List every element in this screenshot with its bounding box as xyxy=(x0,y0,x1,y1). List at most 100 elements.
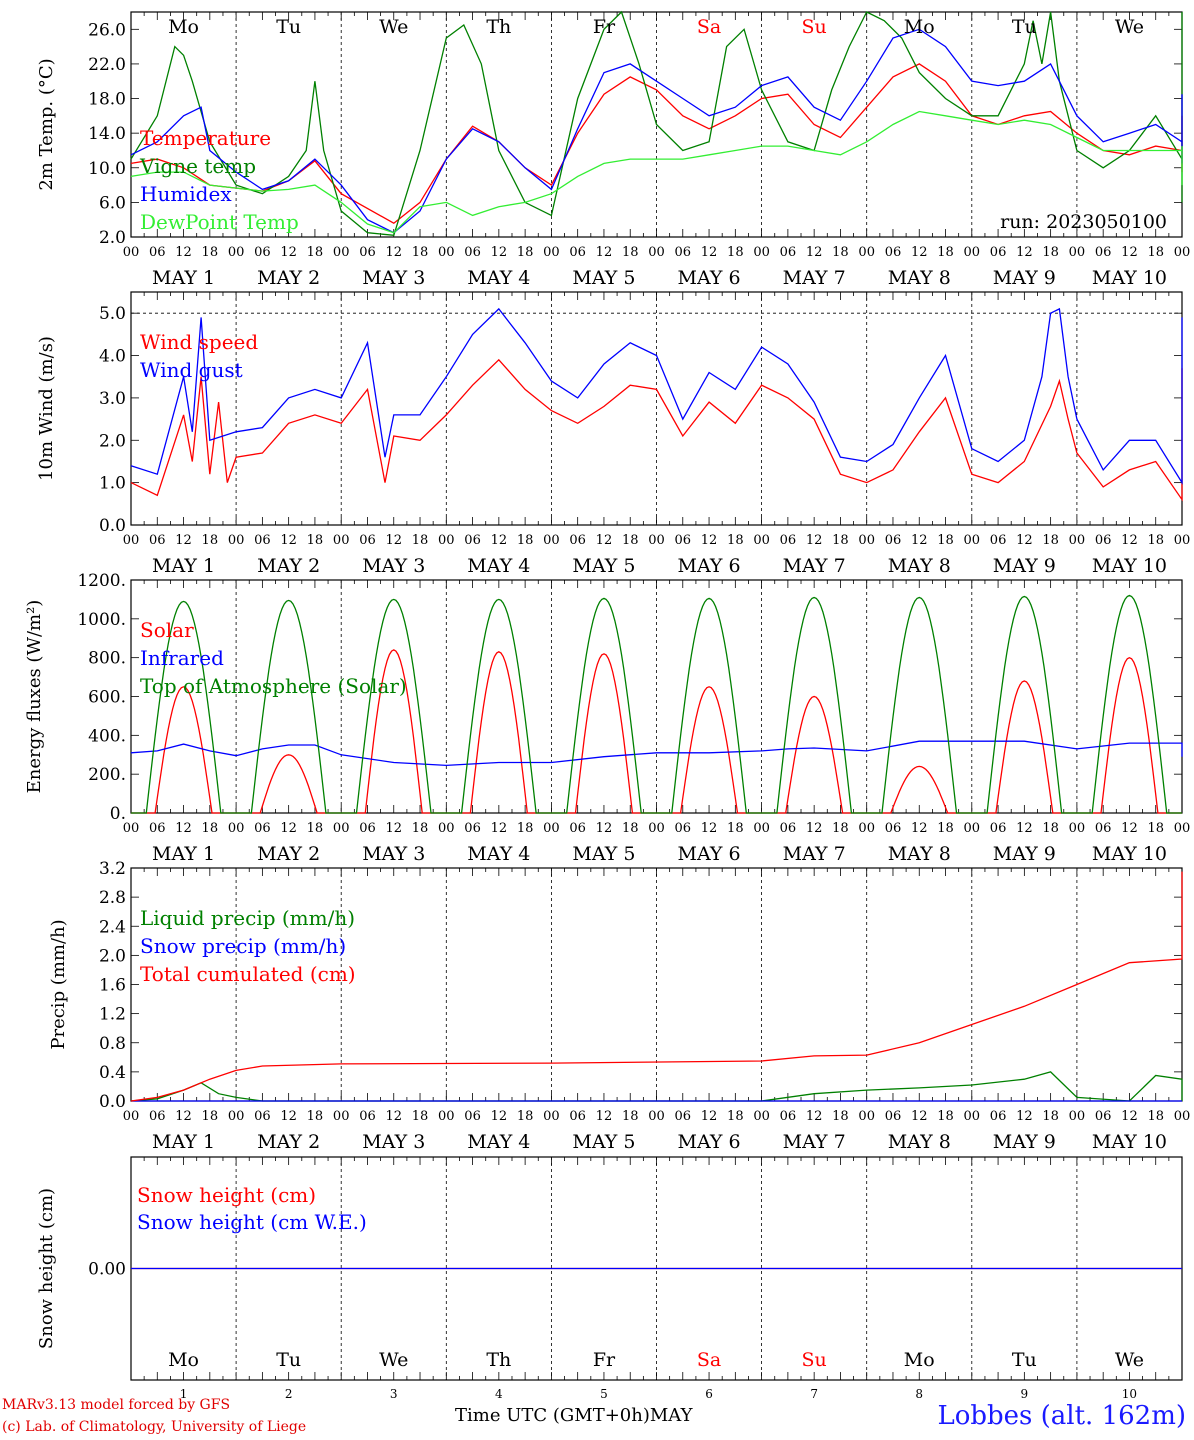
date-label: MAY 3 xyxy=(362,555,425,577)
hour-tick-label: 12 xyxy=(596,533,613,548)
hour-tick-label: 06 xyxy=(464,245,481,260)
day-name: We xyxy=(379,1349,408,1371)
hour-tick-label: 06 xyxy=(1095,821,1112,836)
day-name: Mo xyxy=(168,16,199,38)
hour-tick-label: 12 xyxy=(701,821,718,836)
y-tick-label: 2.4 xyxy=(99,917,126,937)
hour-tick-label: 18 xyxy=(937,1109,954,1124)
day-number: 4 xyxy=(495,1387,503,1401)
series-line xyxy=(131,594,1182,814)
hour-tick-label: 18 xyxy=(727,533,744,548)
hour-tick-label: 18 xyxy=(622,245,639,260)
date-label: MAY 9 xyxy=(993,843,1056,865)
hour-tick-label: 06 xyxy=(359,821,376,836)
day-name: Su xyxy=(802,1349,827,1371)
series-line xyxy=(130,871,1183,1102)
hour-tick-label: 18 xyxy=(622,533,639,548)
legend-entry: Wind gust xyxy=(140,358,243,382)
hour-tick-label: 12 xyxy=(701,1109,718,1124)
y-tick-label: 0.0 xyxy=(99,516,126,536)
date-label: MAY 7 xyxy=(783,1131,846,1153)
hour-tick-label: 12 xyxy=(1121,821,1138,836)
date-label: MAY 8 xyxy=(888,555,951,577)
day-name: Th xyxy=(486,1349,511,1371)
hour-tick-label: 18 xyxy=(202,821,219,836)
hour-tick-label: 18 xyxy=(1147,533,1164,548)
hour-tick-label: 00 xyxy=(648,533,665,548)
y-axis-label: Energy fluxes (W/m²) xyxy=(24,600,45,794)
y-tick-label: 1.6 xyxy=(99,976,126,996)
hour-tick-label: 18 xyxy=(622,821,639,836)
date-label: MAY 8 xyxy=(888,267,951,289)
hour-tick-label: 06 xyxy=(1095,533,1112,548)
hour-tick-label: 00 xyxy=(1069,245,1086,260)
hour-tick-label: 18 xyxy=(517,245,534,260)
hour-tick-label: 00 xyxy=(228,821,245,836)
legend-entry: DewPoint Temp xyxy=(140,210,299,234)
hour-tick-label: 12 xyxy=(806,821,823,836)
hour-tick-label: 00 xyxy=(753,245,770,260)
station-label: Lobbes (alt. 162m) xyxy=(937,1401,1186,1431)
y-axis-label: Precip (mm/h) xyxy=(48,919,69,1049)
hour-tick-label: 12 xyxy=(806,245,823,260)
hour-tick-label: 12 xyxy=(806,533,823,548)
hour-tick-label: 18 xyxy=(937,245,954,260)
hour-tick-label: 12 xyxy=(596,821,613,836)
hour-tick-label: 12 xyxy=(175,821,192,836)
y-tick-label: 3.0 xyxy=(99,389,126,409)
date-label: MAY 10 xyxy=(1092,267,1167,289)
hour-tick-label: 06 xyxy=(675,245,692,260)
hour-tick-label: 00 xyxy=(123,821,140,836)
hour-tick-label: 12 xyxy=(280,533,297,548)
series-line xyxy=(130,10,1183,236)
legend-entry: Snow height (cm W.E.) xyxy=(137,1210,367,1234)
hour-tick-label: 18 xyxy=(412,821,429,836)
legend-entry: Snow height (cm) xyxy=(137,1183,316,1207)
hour-tick-label: 12 xyxy=(491,245,508,260)
hour-tick-label: 06 xyxy=(464,1109,481,1124)
legend-entry: Liquid precip (mm/h) xyxy=(140,906,355,930)
hour-tick-label: 18 xyxy=(727,245,744,260)
hour-tick-label: 00 xyxy=(438,245,455,260)
day-number: 10 xyxy=(1122,1387,1137,1401)
hour-tick-label: 00 xyxy=(1174,245,1191,260)
date-label: MAY 10 xyxy=(1092,555,1167,577)
hour-tick-label: 00 xyxy=(1069,821,1086,836)
hour-tick-label: 00 xyxy=(858,533,875,548)
legend-entry: Wind speed xyxy=(140,330,258,354)
legend-entry: Infrared xyxy=(140,646,224,670)
y-tick-label: 0.8 xyxy=(99,1034,126,1054)
date-label: MAY 10 xyxy=(1092,843,1167,865)
day-number: 6 xyxy=(705,1387,713,1401)
hour-tick-label: 06 xyxy=(675,821,692,836)
day-number: 9 xyxy=(1021,1387,1029,1401)
date-label: MAY 6 xyxy=(678,267,741,289)
panel-3 xyxy=(130,579,1183,814)
hour-tick-label: 18 xyxy=(937,533,954,548)
hour-tick-label: 18 xyxy=(727,821,744,836)
hour-tick-label: 18 xyxy=(307,821,324,836)
hour-tick-label: 12 xyxy=(491,1109,508,1124)
date-label: MAY 6 xyxy=(678,843,741,865)
hour-tick-label: 00 xyxy=(123,533,140,548)
hour-tick-label: 06 xyxy=(464,533,481,548)
y-tick-label: 18.0 xyxy=(88,90,126,110)
hour-tick-label: 18 xyxy=(832,533,849,548)
y-axis-label: Snow height (cm) xyxy=(36,1188,57,1349)
hour-tick-label: 00 xyxy=(438,821,455,836)
hour-tick-label: 00 xyxy=(858,1109,875,1124)
day-name: Mo xyxy=(904,1349,935,1371)
y-tick-label: 6.0 xyxy=(99,193,126,213)
hour-tick-label: 06 xyxy=(780,821,797,836)
hour-tick-label: 12 xyxy=(911,245,928,260)
day-name: We xyxy=(1115,16,1144,38)
legend-entry: Top of Atmosphere (Solar) xyxy=(140,674,407,698)
time-axis-text: Time UTC (GMT+0h) xyxy=(455,1405,650,1426)
legend-entry: Solar xyxy=(140,618,194,642)
series-line xyxy=(130,28,1183,234)
hour-tick-label: 12 xyxy=(911,533,928,548)
hour-tick-label: 00 xyxy=(964,533,981,548)
y-tick-label: 200. xyxy=(88,765,126,785)
day-name: We xyxy=(1115,1349,1144,1371)
date-label: MAY 5 xyxy=(572,267,635,289)
